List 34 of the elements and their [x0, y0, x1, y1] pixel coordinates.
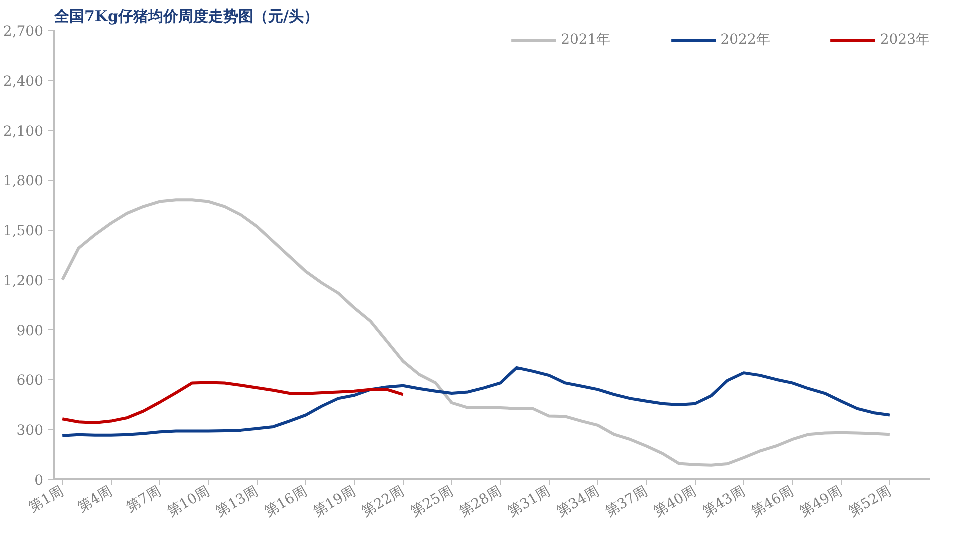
x-tick-label: 第34周: [554, 484, 602, 520]
x-tick-label: 第25周: [408, 484, 456, 520]
x-tick-label: 第49周: [798, 484, 846, 520]
x-tick-label: 第31周: [506, 484, 554, 520]
y-tick-label: 0: [34, 473, 44, 489]
legend-label: 2022年: [720, 31, 770, 49]
x-tick-label: 第13周: [214, 484, 262, 520]
legend-label: 2021年: [561, 31, 611, 49]
y-tick-label: 1,500: [3, 224, 44, 240]
line-series: [61, 381, 405, 424]
x-tick-label: 第40周: [652, 484, 700, 520]
x-tick-label: 第37周: [602, 484, 651, 520]
x-tick-label: 第10周: [164, 484, 213, 520]
legend-label: 2023年: [880, 31, 930, 49]
y-tick-label: 2,100: [3, 124, 44, 140]
x-tick-label: 第46周: [748, 484, 797, 520]
y-tick-label: 1,800: [3, 174, 44, 190]
chart-title: 全国7Kg仔猪均价周度走势图（元/头）: [54, 8, 319, 26]
x-tick-label: 第4周: [75, 484, 116, 516]
y-tick-label: 300: [16, 423, 44, 440]
x-tick-label: 第7周: [124, 484, 164, 516]
y-tick-label: 600: [16, 373, 44, 390]
x-tick-label: 第43周: [700, 484, 748, 520]
x-tick-label: 第28周: [456, 484, 505, 520]
line-series: [61, 366, 892, 438]
line-series: [61, 198, 892, 467]
y-tick-label: 1,200: [3, 273, 44, 290]
x-tick-label: 第22周: [360, 484, 408, 520]
y-tick-label: 2,700: [3, 24, 44, 40]
x-tick-label: 第19周: [310, 484, 359, 520]
x-tick-label: 第52周: [846, 484, 894, 520]
y-tick-label: 900: [16, 323, 44, 340]
x-tick-label: 第16周: [262, 484, 310, 520]
y-tick-label: 2,400: [3, 74, 44, 90]
